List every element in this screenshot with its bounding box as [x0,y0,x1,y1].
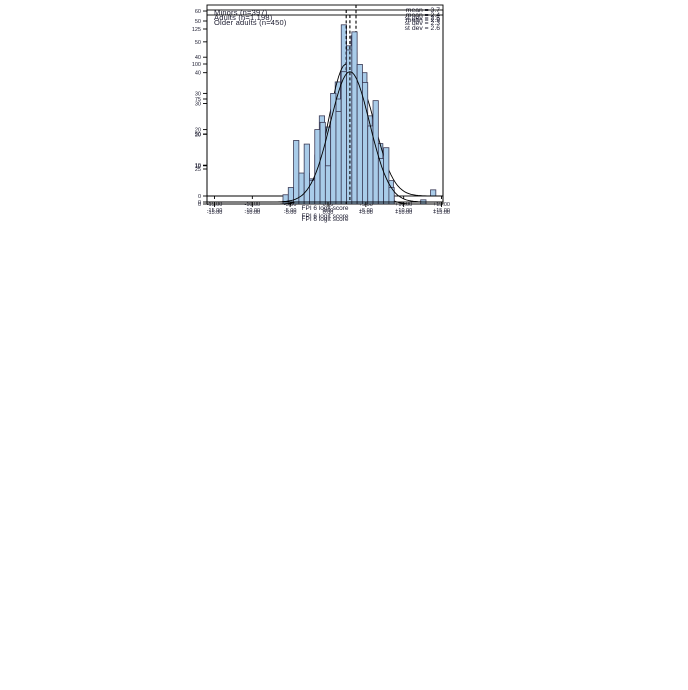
mean-value: mean = 3.7 [405,7,440,14]
y-tick-label: 30 [195,102,201,108]
y-tick-label: 20 [195,128,201,134]
y-tick-label: 75 [195,97,201,103]
plot-frame [206,14,444,203]
histogram-bar [293,140,300,203]
y-tick-label: 0 [198,202,201,208]
y-tick-label: 125 [192,27,201,33]
y-tick-label: 0 [198,194,201,200]
x-axis-label: FPI 6 logit score [301,216,349,223]
stats-annotation: mean = 3.7 st dev = 2.5 [405,7,440,23]
x-axis-label: FPI 6 logit score [301,205,349,212]
x-tick-label: +10.00 [395,208,412,214]
y-tick-label: 50 [195,19,201,25]
y-axis: 0 10 20 30 40 50 60 [195,9,207,200]
y-tick-label: 20 [195,132,201,138]
histogram-bar [351,31,358,203]
x-axis-label: FPI 6 logit score [301,213,349,220]
histogram-bar [372,100,379,203]
stats-annotation: mean = 2.9 st dev = 2.6 [405,17,440,33]
histogram-bar [340,71,347,203]
x-tick-label: +5.00 [359,210,373,216]
x-tick-label: -15.00 [207,210,223,216]
x-tick-label: 0.00 [323,210,334,216]
x-tick-label: +5.00 [359,208,373,214]
y-tick-label: 25 [195,167,201,173]
chart-title: Older adults (n=450) [214,18,287,27]
stdev-value: st dev = 2.6 [404,25,440,32]
x-tick-label: -5.00 [284,208,297,214]
stats-annotation: mean = 2.4 st dev = 2.3 [405,12,440,28]
x-tick-label: -10.00 [245,210,261,216]
chart-title: Adults (n=1,198) [214,13,273,22]
y-tick-label: 10 [195,164,201,170]
x-axis: -15.00 -10.00 -5.00 0.00 +5.00 +10.00 +15.00 [207,202,450,214]
y-tick-label: 100 [192,62,201,68]
x-tick-label: 0.00 [323,208,334,214]
y-tick-label: 60 [195,9,201,15]
mean-value: mean = 2.9 [405,17,440,24]
x-tick-label: -10.00 [245,208,261,214]
histogram-bar [362,82,369,203]
y-tick-label: 30 [195,91,201,97]
y-tick-label: 0 [198,200,201,206]
y-tick-label: 40 [195,55,201,61]
x-tick-label: +10.00 [395,210,412,216]
histogram-bars [282,31,395,203]
stdev-value: st dev = 2.3 [404,20,440,27]
histogram-bar [367,125,374,203]
histogram-bar [335,111,342,203]
y-tick-label: 10 [195,163,201,169]
x-tick-label: -5.00 [284,210,297,216]
histogram-bar [309,179,316,203]
histogram-bar [324,165,332,203]
chart-canvas: 0 10 20 30 40 50 -15.00 -10.00 -5.00 0.00 +5.00 +10… [195,14,450,214]
y-tick-label: 40 [195,71,201,77]
x-tick-label: +15.00 [433,208,450,214]
mean-value: mean = 2.4 [405,12,440,19]
y-axis: 0 10 20 30 40 50 [195,19,207,206]
y-tick-label: 50 [195,40,201,46]
y-tick-label: 50 [195,132,201,138]
chart-title: Minors (n=397) [214,8,268,17]
histogram-bar [319,121,326,203]
histogram-bar [303,143,310,203]
stdev-value: st dev = 2.5 [404,15,440,22]
histogram-bar [356,64,363,203]
histogram-bar [314,129,321,203]
histogram-panel-older-adults: 0 10 20 30 40 50 -15.00 -10.00 -5.00 0.00 +5.00 +10… [0,0,688,230]
x-tick-label: -15.00 [207,208,223,214]
histogram-bar [388,187,395,203]
x-tick-label: +15.00 [433,210,450,216]
histogram-bar [298,172,305,203]
